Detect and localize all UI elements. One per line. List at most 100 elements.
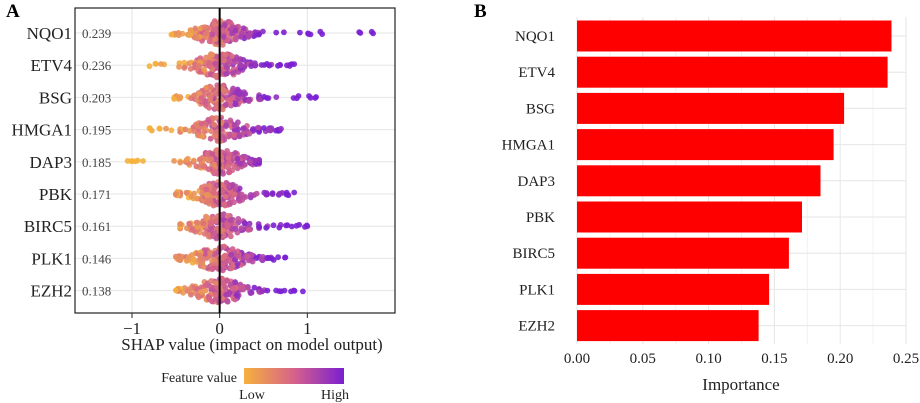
shap-point	[232, 150, 239, 156]
shap-point	[222, 51, 229, 58]
beeswarm-feature-label: ETV4	[30, 56, 72, 75]
shap-point	[227, 132, 234, 139]
beeswarm-feature-label: EZH2	[30, 282, 72, 301]
bar-category-label: BIRC5	[512, 246, 555, 262]
shap-point	[220, 170, 227, 177]
shap-point	[187, 27, 194, 34]
shap-point	[146, 125, 153, 132]
shap-point	[227, 117, 234, 124]
shap-point	[222, 193, 229, 200]
shap-point	[206, 182, 213, 189]
importance-bar	[577, 92, 845, 124]
shap-point	[201, 66, 207, 73]
beeswarm-feature-label: BIRC5	[24, 217, 72, 236]
bar-series	[577, 20, 892, 342]
beeswarm-x-tick-label: 1	[303, 319, 312, 338]
shap-point	[185, 155, 191, 162]
shap-point	[228, 251, 235, 258]
shap-point	[293, 222, 300, 229]
shap-point	[206, 59, 213, 66]
shap-point	[227, 233, 234, 240]
mean-shap-value-label: 0.171	[82, 187, 111, 202]
shap-point	[227, 151, 233, 158]
shap-point	[219, 106, 226, 113]
shap-point	[228, 217, 234, 224]
shap-point	[224, 221, 230, 228]
beeswarm-feature-label: DAP3	[29, 153, 72, 172]
shap-point	[181, 285, 188, 291]
shap-point	[222, 252, 228, 259]
shap-point	[258, 62, 265, 68]
shap-point	[192, 25, 199, 32]
shap-point	[208, 128, 215, 135]
shap-point	[214, 182, 221, 189]
bar-x-ticks: 0.00 0.05 0.10 0.15 0.20 0.25	[564, 351, 919, 367]
shap-point	[235, 216, 242, 222]
shap-point	[256, 129, 262, 135]
shap-point	[212, 291, 219, 298]
shap-point	[284, 62, 290, 69]
mean-shap-value-label: 0.239	[82, 26, 111, 41]
shap-point	[313, 94, 319, 100]
shap-point	[261, 93, 267, 100]
shap-point	[168, 31, 175, 38]
shap-point	[256, 157, 262, 164]
shap-point	[200, 220, 207, 227]
shap-point	[263, 190, 270, 196]
shap-point	[220, 280, 227, 287]
bar-category-label: HMGA1	[502, 138, 555, 154]
bar-x-tick-label: 0.25	[893, 351, 919, 367]
shap-point	[212, 36, 219, 42]
beeswarm-feature-labels: NQO1 0.239 ETV4 0.236 BSG 0.203 HMGA1 0.195 DAP3…	[12, 24, 112, 301]
shap-point	[291, 189, 298, 196]
shap-point	[209, 51, 216, 58]
beeswarm-feature-label: BSG	[39, 88, 72, 107]
shap-point	[209, 151, 216, 158]
shap-point	[192, 228, 199, 235]
shap-point	[265, 126, 272, 133]
shap-point	[228, 265, 235, 272]
shap-point	[319, 31, 326, 37]
shap-point	[175, 32, 182, 39]
shap-point	[237, 33, 244, 40]
shap-point	[238, 225, 245, 232]
shap-point	[235, 126, 242, 133]
shap-point	[263, 224, 270, 231]
shap-point	[235, 119, 241, 126]
shap-point	[229, 285, 236, 292]
shap-point	[211, 256, 218, 263]
shap-point	[193, 34, 200, 41]
shap-point	[208, 278, 215, 284]
shap-beeswarm-chart: NQO1 0.239 ETV4 0.236 BSG 0.203 HMGA1 0.195 DAP3…	[12, 7, 396, 403]
shap-point	[240, 153, 247, 160]
bar-category-label: PLK1	[519, 282, 555, 298]
shap-point	[183, 189, 190, 196]
bar-category-label: EZH2	[518, 319, 555, 335]
shap-point	[282, 254, 289, 261]
shap-point	[224, 163, 231, 170]
shap-point	[146, 63, 153, 70]
shap-point	[229, 53, 235, 60]
shap-point	[231, 132, 238, 138]
shap-point	[191, 157, 197, 164]
shap-point	[223, 64, 230, 71]
shap-point	[226, 169, 233, 176]
shap-point	[232, 27, 239, 34]
shap-point	[171, 158, 178, 164]
shap-point	[223, 292, 230, 298]
shap-point	[197, 252, 203, 259]
shap-point	[232, 226, 239, 232]
shap-point	[234, 292, 240, 299]
shap-point	[195, 132, 201, 139]
shap-point	[171, 96, 178, 102]
shap-point	[283, 191, 290, 198]
shap-point	[213, 218, 220, 225]
shap-point	[212, 230, 219, 236]
beeswarm-x-axis-title: SHAP value (impact on model output)	[121, 335, 382, 354]
shap-point	[207, 283, 214, 290]
shap-point	[163, 125, 169, 132]
mean-shap-value-label: 0.195	[82, 123, 111, 138]
shap-point	[220, 34, 227, 40]
bar-category-label: NQO1	[515, 29, 555, 45]
shap-point	[211, 161, 217, 168]
